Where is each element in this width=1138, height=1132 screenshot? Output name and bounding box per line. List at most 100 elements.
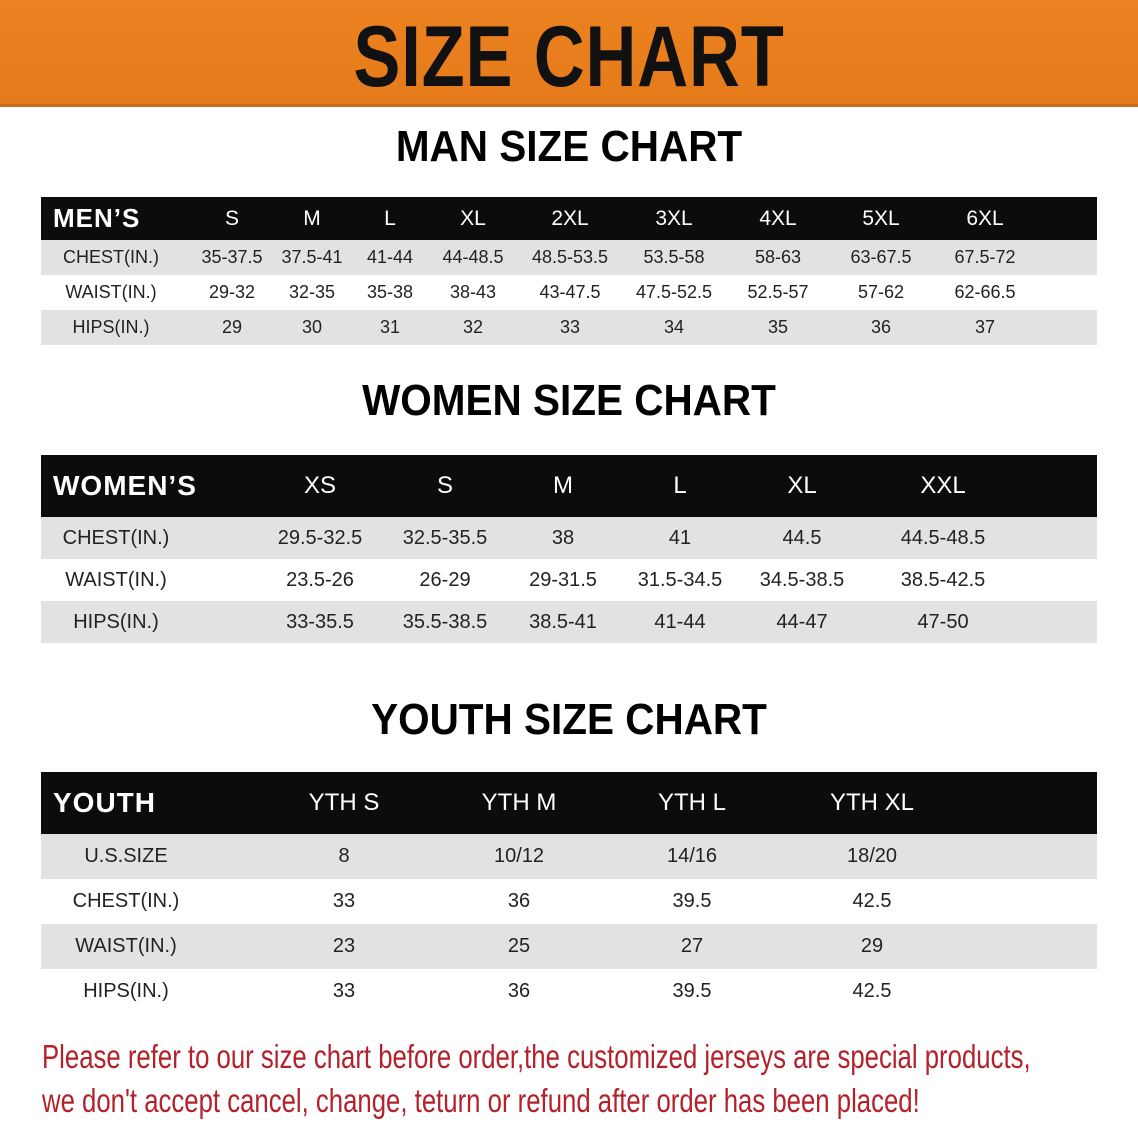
size-header: S xyxy=(224,206,239,230)
header-label: YOUTH xyxy=(53,787,156,818)
size-header: 3XL xyxy=(655,206,693,230)
table-cell: 29.5-32.5 xyxy=(277,526,363,549)
table-cell: 57-62 xyxy=(857,282,905,302)
table-cell: 10/12 xyxy=(493,845,545,867)
row-label: CHEST(IN.) xyxy=(62,526,170,549)
table-cell: 43-47.5 xyxy=(539,282,601,302)
row-label: CHEST(IN.) xyxy=(63,247,159,267)
table-cell: 33 xyxy=(332,890,356,912)
table-cell: 29-31.5 xyxy=(529,568,597,591)
table-cell: 34 xyxy=(663,317,685,337)
row-label: WAIST(IN.) xyxy=(75,935,177,957)
table-cell: 42.5 xyxy=(852,890,892,912)
size-header: 4XL xyxy=(759,206,797,230)
table-cell: 37 xyxy=(974,317,996,337)
size-header: YTH S xyxy=(308,789,380,816)
table-cell: 47.5-52.5 xyxy=(635,282,713,302)
table-cell: 67.5-72 xyxy=(954,247,1016,267)
size-header: 5XL xyxy=(862,206,900,230)
size-header: L xyxy=(673,472,687,499)
table-cell: 35.5-38.5 xyxy=(402,610,488,633)
table-cell: 63-67.5 xyxy=(850,247,912,267)
table-cell: 30 xyxy=(301,317,323,337)
table-cell: 47-50 xyxy=(917,610,969,633)
notice-line-1: Please refer to our size chart before or… xyxy=(42,1038,1031,1075)
table-cell: 38.5-41 xyxy=(529,610,597,633)
size-header: XL xyxy=(787,472,817,499)
size-header: XS xyxy=(303,472,336,499)
table-cell: 33-35.5 xyxy=(286,610,354,633)
row-label: HIPS(IN.) xyxy=(72,317,150,337)
women-header-row: WOMEN’S XS S M L XL XXL xyxy=(41,455,1097,517)
banner-title: SIZE CHART xyxy=(353,9,785,105)
youth-size-table: YOUTH YTH S YTH M YTH L YTH XL U.S.SIZE 8 10/12… xyxy=(41,772,1097,1014)
table-cell: 26-29 xyxy=(419,568,471,591)
row-label: HIPS(IN.) xyxy=(73,610,159,633)
header-label: WOMEN’S xyxy=(53,470,197,501)
table-cell: 32-35 xyxy=(288,282,336,302)
men-size-table: MEN’S S M L XL 2XL 3XL 4XL 5XL 6XL CHEST(IN.) 35-37… xyxy=(41,197,1097,345)
table-cell: 44-47 xyxy=(776,610,828,633)
table-cell: 38 xyxy=(551,526,575,549)
row-label: HIPS(IN.) xyxy=(83,980,169,1002)
table-cell: 31.5-34.5 xyxy=(637,568,723,591)
table-cell: 29 xyxy=(860,935,884,957)
table-cell: 48.5-53.5 xyxy=(531,247,609,267)
table-row: CHEST(IN.) 33 36 39.5 42.5 xyxy=(41,879,1097,924)
table-cell: 36 xyxy=(870,317,892,337)
size-header: YTH XL xyxy=(829,789,915,816)
table-cell: 38.5-42.5 xyxy=(900,568,986,591)
table-cell: 37.5-41 xyxy=(281,247,343,267)
size-header: YTH M xyxy=(481,789,557,816)
table-row: CHEST(IN.) 35-37.5 37.5-41 41-44 44-48.5 48.5… xyxy=(41,240,1097,275)
table-cell: 32 xyxy=(462,317,484,337)
table-row: WAIST(IN.) 29-32 32-35 35-38 38-43 43-47.5 47.… xyxy=(41,275,1097,310)
size-header: 2XL xyxy=(551,206,589,230)
table-cell: 18/20 xyxy=(846,845,898,867)
men-header-row: MEN’S S M L XL 2XL 3XL 4XL 5XL 6XL xyxy=(41,197,1097,240)
table-cell: 39.5 xyxy=(672,980,712,1002)
size-header: XL xyxy=(460,206,486,230)
table-row: WAIST(IN.) 23 25 27 29 xyxy=(41,924,1097,969)
table-cell: 33 xyxy=(559,317,581,337)
table-row: HIPS(IN.) 33-35.5 35.5-38.5 38.5-41 41-44 44-… xyxy=(41,601,1097,643)
table-cell: 23 xyxy=(332,935,356,957)
table-cell: 31 xyxy=(379,317,401,337)
youth-header-row: YOUTH YTH S YTH M YTH L YTH XL xyxy=(41,772,1097,834)
row-label: U.S.SIZE xyxy=(84,845,168,867)
table-cell: 23.5-26 xyxy=(286,568,354,591)
table-cell: 25 xyxy=(507,935,531,957)
size-header: M xyxy=(553,472,573,499)
table-cell: 35 xyxy=(767,317,789,337)
women-size-table: WOMEN’S XS S M L XL XXL CHEST(IN.) 29.5-32.5 32.5… xyxy=(41,455,1097,643)
notice-line-2: we don't accept cancel, change, teturn o… xyxy=(42,1082,920,1119)
youth-section-title: YOUTH SIZE CHART xyxy=(371,695,767,744)
size-header: L xyxy=(384,206,396,230)
table-cell: 58-63 xyxy=(754,247,802,267)
banner: SIZE CHART xyxy=(0,0,1138,107)
table-cell: 38-43 xyxy=(449,282,497,302)
table-cell: 52.5-57 xyxy=(747,282,809,302)
table-cell: 42.5 xyxy=(852,980,892,1002)
table-cell: 44-48.5 xyxy=(442,247,504,267)
table-row: HIPS(IN.) 33 36 39.5 42.5 xyxy=(41,969,1097,1014)
table-cell: 53.5-58 xyxy=(643,247,705,267)
table-cell: 62-66.5 xyxy=(954,282,1016,302)
row-label: CHEST(IN.) xyxy=(72,890,180,912)
table-cell: 41 xyxy=(668,526,692,549)
table-cell: 27 xyxy=(680,935,704,957)
table-cell: 44.5 xyxy=(782,526,822,549)
table-row: CHEST(IN.) 29.5-32.5 32.5-35.5 38 41 44.5 44.5… xyxy=(41,517,1097,559)
table-cell: 29-32 xyxy=(208,282,256,302)
header-label: MEN’S xyxy=(53,203,141,233)
size-header: YTH L xyxy=(657,789,726,816)
row-label: WAIST(IN.) xyxy=(65,282,157,302)
table-cell: 14/16 xyxy=(666,845,718,867)
table-cell: 34.5-38.5 xyxy=(759,568,845,591)
table-cell: 41-44 xyxy=(366,247,414,267)
table-cell: 29 xyxy=(221,317,243,337)
table-cell: 35-37.5 xyxy=(201,247,263,267)
table-cell: 32.5-35.5 xyxy=(402,526,488,549)
table-cell: 36 xyxy=(507,980,531,1002)
size-header: XXL xyxy=(920,472,966,499)
